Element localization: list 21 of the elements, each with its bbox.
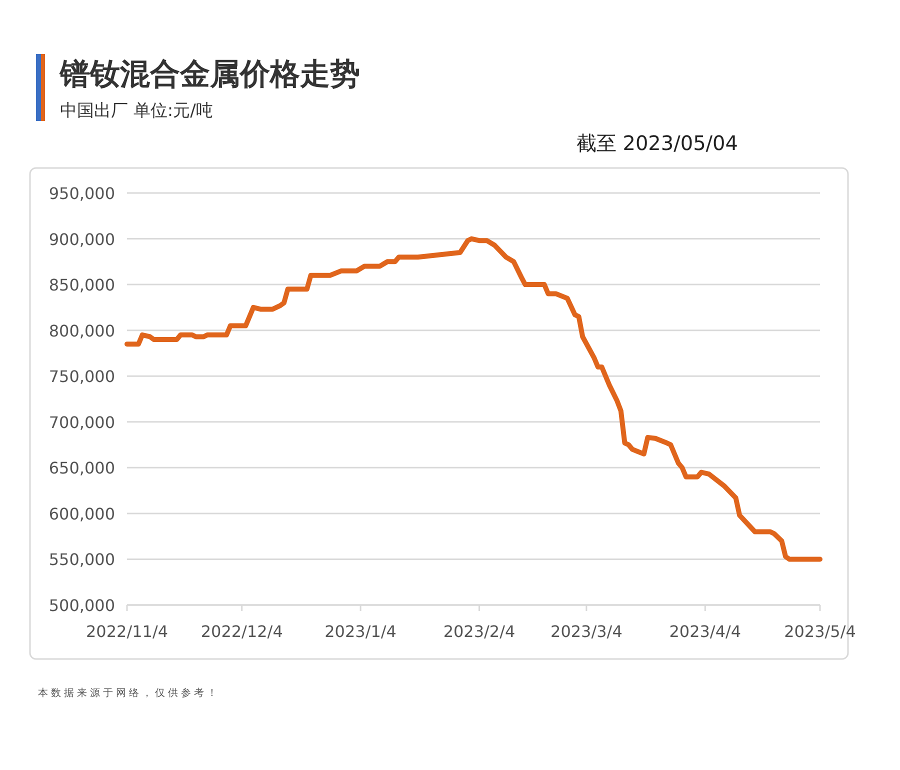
x-tick-label: 2023/1/4 — [324, 622, 396, 641]
x-tick-label: 2023/4/4 — [669, 622, 742, 641]
chart-subtitle: 中国出厂 单位:元/吨 — [60, 101, 213, 121]
y-tick-label: 650,000 — [48, 458, 115, 478]
y-tick-label: 500,000 — [48, 596, 115, 615]
text: 本数据来源于网络，仅供参考！ — [38, 687, 220, 699]
x-tick-label: 2023/2/4 — [443, 622, 516, 641]
x-tick-label: 2023/3/4 — [550, 622, 622, 641]
text: 截至 2023/05/04 — [576, 131, 738, 155]
x-tick-label: 2022/11/4 — [86, 622, 168, 641]
y-tick-label: 750,000 — [48, 367, 115, 386]
y-tick-label: 950,000 — [48, 184, 115, 203]
x-tick-label: 2023/5/4 — [784, 622, 856, 641]
y-tick-label: 600,000 — [48, 504, 115, 524]
y-tick-label: 550,000 — [48, 550, 115, 570]
y-tick-label: 900,000 — [48, 230, 115, 249]
y-tick-label: 800,000 — [48, 321, 115, 340]
y-tick-label: 850,000 — [48, 276, 115, 295]
x-tick-label: 2022/12/4 — [200, 622, 283, 641]
chart-title: 镨钕混合金属价格走势 — [59, 57, 360, 92]
y-tick-label: 700,000 — [48, 412, 115, 432]
